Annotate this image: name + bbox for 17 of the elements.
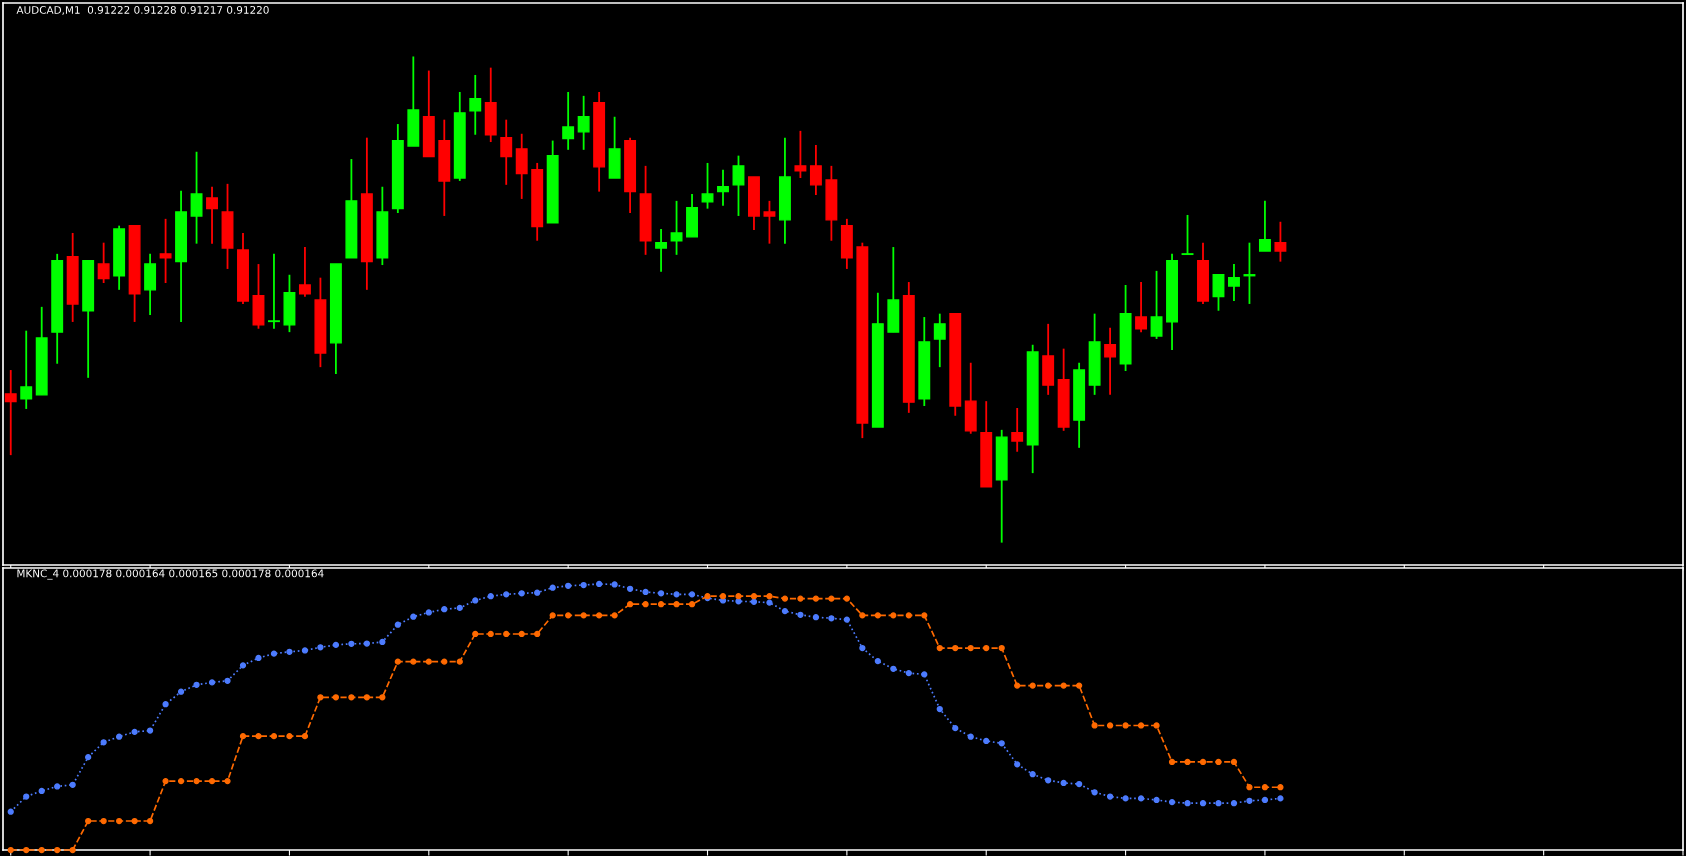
chart-title: MKNC_4 0.000178 0.000164 0.000165 0.000178 0.000164 <box>17 569 324 580</box>
candlestick <box>655 228 668 273</box>
candlestick <box>1150 269 1163 340</box>
candlestick <box>190 150 203 245</box>
candlestick <box>701 162 714 210</box>
candlestick <box>763 199 776 245</box>
candlestick <box>268 252 280 330</box>
candlestick <box>1274 220 1287 263</box>
candlestick <box>1181 214 1194 256</box>
candlestick <box>1119 284 1132 372</box>
candlestick <box>159 217 172 284</box>
candlestick <box>314 276 327 369</box>
candlestick <box>794 129 807 179</box>
chart-title: AUDCAD,M1 0.91222 0.91228 0.91217 0.91220 <box>16 5 269 15</box>
candlestick <box>670 199 683 256</box>
candlestick <box>639 164 652 256</box>
candlestick <box>283 273 296 334</box>
